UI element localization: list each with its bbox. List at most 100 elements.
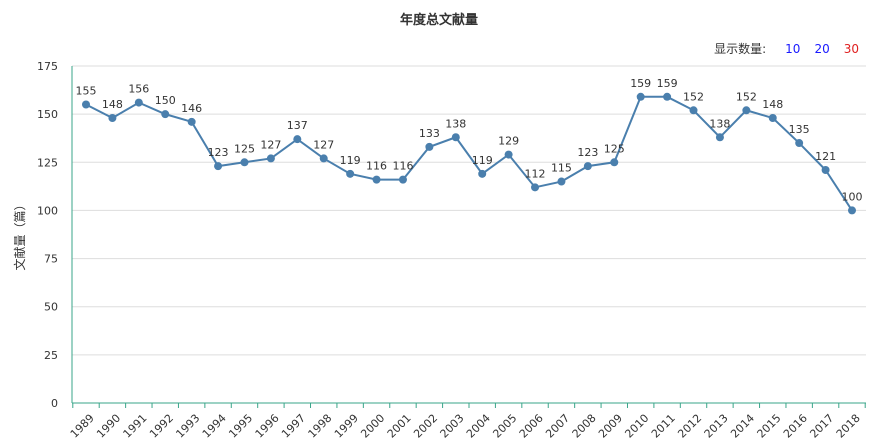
data-point[interactable] bbox=[768, 113, 777, 122]
x-tick-label: 2006 bbox=[517, 412, 546, 441]
x-tick-label: 2010 bbox=[622, 412, 651, 441]
x-tick-label: 2016 bbox=[781, 412, 810, 441]
x-tick-label: 2005 bbox=[490, 412, 519, 441]
data-label: 125 bbox=[234, 142, 255, 155]
data-point[interactable] bbox=[795, 139, 804, 148]
x-tick-label: 1998 bbox=[306, 412, 335, 441]
data-label: 152 bbox=[736, 90, 757, 103]
data-point[interactable] bbox=[478, 169, 487, 178]
data-label: 129 bbox=[498, 135, 519, 148]
data-point[interactable] bbox=[161, 110, 170, 119]
x-tick-label: 2002 bbox=[411, 412, 440, 441]
data-point[interactable] bbox=[715, 133, 724, 142]
y-tick-label: 0 bbox=[51, 397, 58, 410]
data-point[interactable] bbox=[636, 92, 645, 101]
data-point[interactable] bbox=[214, 162, 223, 171]
data-label: 137 bbox=[287, 119, 308, 132]
x-tick-label: 1996 bbox=[253, 412, 282, 441]
x-tick-label: 2004 bbox=[464, 412, 493, 441]
data-point[interactable] bbox=[821, 165, 830, 174]
y-tick-label: 25 bbox=[44, 349, 58, 362]
data-point[interactable] bbox=[293, 135, 302, 144]
y-tick-label: 150 bbox=[37, 108, 58, 121]
display-count-option-20[interactable]: 20 bbox=[814, 41, 830, 56]
display-count-option-10[interactable]: 10 bbox=[785, 41, 801, 56]
data-label: 116 bbox=[392, 160, 413, 173]
data-point[interactable] bbox=[134, 98, 143, 107]
data-label: 127 bbox=[260, 138, 281, 151]
data-label: 133 bbox=[419, 127, 440, 140]
data-point[interactable] bbox=[583, 162, 592, 171]
x-tick-label: 2017 bbox=[807, 412, 836, 441]
y-tick-label: 175 bbox=[37, 60, 58, 73]
data-point[interactable] bbox=[557, 177, 566, 186]
data-label: 115 bbox=[551, 162, 572, 175]
x-tick-label: 1990 bbox=[94, 412, 123, 441]
display-count-label: 显示数量: bbox=[714, 42, 767, 56]
data-point[interactable] bbox=[742, 106, 751, 115]
x-tick-label: 1995 bbox=[226, 412, 255, 441]
data-label: 148 bbox=[102, 98, 123, 111]
data-point[interactable] bbox=[504, 150, 513, 159]
x-tick-label: 2007 bbox=[543, 412, 572, 441]
data-label: 159 bbox=[657, 77, 678, 90]
data-label: 116 bbox=[366, 160, 387, 173]
data-point[interactable] bbox=[531, 183, 540, 192]
data-point[interactable] bbox=[663, 92, 672, 101]
data-label: 121 bbox=[815, 150, 836, 163]
data-label: 119 bbox=[472, 154, 493, 167]
x-tick-label: 1989 bbox=[68, 412, 97, 441]
data-label: 155 bbox=[76, 85, 97, 98]
y-tick-label: 75 bbox=[44, 253, 58, 266]
data-label: 127 bbox=[313, 138, 334, 151]
x-tick-label: 2014 bbox=[728, 412, 757, 441]
x-tick-label: 2015 bbox=[755, 412, 784, 441]
data-point[interactable] bbox=[82, 100, 90, 109]
x-tick-label: 2000 bbox=[358, 412, 387, 441]
x-tick-label: 1992 bbox=[147, 412, 176, 441]
data-point[interactable] bbox=[398, 175, 407, 184]
data-point[interactable] bbox=[451, 133, 460, 142]
data-point[interactable] bbox=[319, 154, 328, 163]
data-label: 138 bbox=[709, 117, 730, 130]
display-count-control: 显示数量: 10 20 30 bbox=[714, 40, 866, 57]
data-point[interactable] bbox=[266, 154, 275, 163]
x-tick-label: 1997 bbox=[279, 412, 308, 441]
x-tick-label: 2003 bbox=[438, 412, 467, 441]
x-tick-label: 1993 bbox=[173, 412, 202, 441]
data-label: 138 bbox=[445, 117, 466, 130]
data-label: 150 bbox=[155, 94, 176, 107]
data-label: 125 bbox=[604, 142, 625, 155]
data-point[interactable] bbox=[689, 106, 698, 115]
x-tick-label: 2011 bbox=[649, 412, 678, 441]
x-tick-label: 1991 bbox=[121, 412, 150, 441]
data-labels: 155 148 156 150 146 123 125 127 137 127 119 116 116 1… bbox=[76, 77, 863, 204]
data-point[interactable] bbox=[346, 169, 355, 178]
data-label: 156 bbox=[128, 83, 149, 96]
grid-lines bbox=[72, 65, 866, 356]
data-label: 100 bbox=[842, 190, 863, 203]
data-label: 146 bbox=[181, 102, 202, 115]
data-label: 123 bbox=[208, 146, 229, 159]
x-tick-label: 2001 bbox=[385, 412, 414, 441]
data-point[interactable] bbox=[372, 175, 381, 184]
data-label: 123 bbox=[577, 146, 598, 159]
x-tick-label: 2009 bbox=[596, 412, 625, 441]
data-point[interactable] bbox=[425, 142, 434, 151]
data-point[interactable] bbox=[108, 113, 117, 122]
x-tick-label: 1994 bbox=[200, 412, 229, 441]
display-count-option-30[interactable]: 30 bbox=[843, 41, 859, 56]
data-label: 152 bbox=[683, 90, 704, 103]
x-tick-label: 2013 bbox=[702, 412, 731, 441]
data-point[interactable] bbox=[610, 158, 619, 167]
x-tick-label: 2008 bbox=[570, 412, 599, 441]
y-tick-label: 125 bbox=[37, 156, 58, 169]
data-point[interactable] bbox=[240, 158, 249, 167]
data-point[interactable] bbox=[187, 117, 196, 126]
data-point[interactable] bbox=[848, 206, 856, 215]
series-line bbox=[85, 95, 853, 211]
data-label: 112 bbox=[525, 167, 546, 180]
x-tick-label: 2018 bbox=[834, 412, 863, 441]
